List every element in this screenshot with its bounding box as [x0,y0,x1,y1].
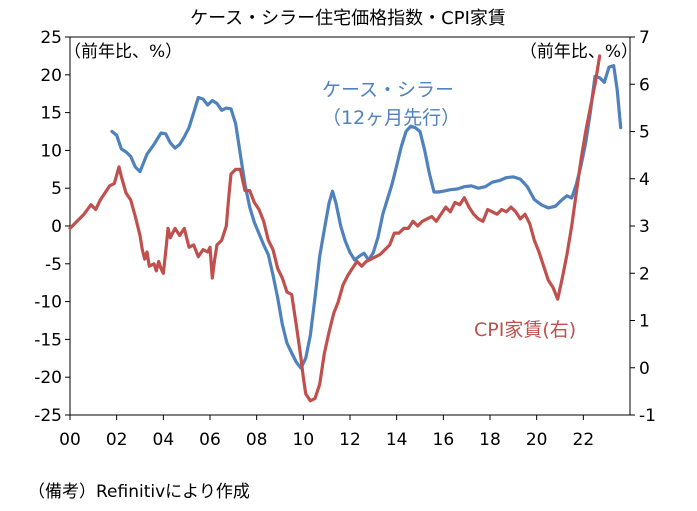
x-tick-label: 06 [199,430,221,450]
left-tick-label: 0 [51,217,62,237]
cpi-rent-label: CPI家賃(右) [474,319,576,341]
right-tick-label: 1 [639,312,650,332]
x-tick-label: 08 [246,430,268,450]
x-tick-label: 10 [293,430,315,450]
left-tick-label: 25 [40,28,62,48]
left-tick-label: -15 [34,330,62,350]
x-tick-label: 04 [153,430,175,450]
left-tick-label: 15 [40,104,62,124]
left-axis-ticks: 25 20 15 10 5 0 -5 -10 -15 -20 -25 [34,28,70,426]
right-tick-label: 6 [639,75,650,95]
right-tick-label: 4 [639,170,650,190]
series-layer [68,54,623,403]
left-tick-label: -5 [45,255,62,275]
x-tick-label: 02 [106,430,128,450]
x-tick-label: 14 [386,430,408,450]
left-tick-label: 5 [51,179,62,199]
left-tick-label: -25 [34,406,62,426]
cpi-rent-line [68,54,602,403]
left-tick-label: -10 [34,293,62,313]
right-tick-label: 0 [639,359,650,379]
x-tick-label: 16 [433,430,455,450]
chart-title: ケース・シラー住宅価格指数・CPI家賃 [190,8,506,29]
left-tick-label: -20 [34,368,62,388]
right-axis-unit: （前年比、%） [520,42,638,62]
x-tick-label: 20 [526,430,548,450]
x-tick-label: 00 [59,430,81,450]
case-shiller-line [110,64,623,370]
right-tick-label: 5 [639,123,650,143]
case-shiller-label-line2: （12ヶ月先行） [322,107,460,129]
footnote: （備考）Refinitivにより作成 [28,482,250,502]
right-tick-label: 2 [639,264,650,284]
left-tick-label: 10 [40,141,62,161]
case-shiller-label-line1: ケース・シラー [322,79,454,101]
x-tick-label: 18 [479,430,501,450]
right-tick-label: -1 [639,406,656,426]
x-tick-label: 12 [339,430,361,450]
right-axis-ticks: 7 6 5 4 3 2 1 0 -1 [630,28,656,426]
x-tick-label: 22 [573,430,595,450]
x-axis-ticks: 00 02 04 06 08 10 12 14 16 18 20 22 [59,415,594,450]
left-axis-unit: （前年比、%） [64,42,182,62]
right-tick-label: 7 [639,28,650,48]
right-tick-label: 3 [639,217,650,237]
chart: ケース・シラー住宅価格指数・CPI家賃 2520151050-5-10-15-2… [34,8,656,450]
left-tick-label: 20 [40,66,62,86]
